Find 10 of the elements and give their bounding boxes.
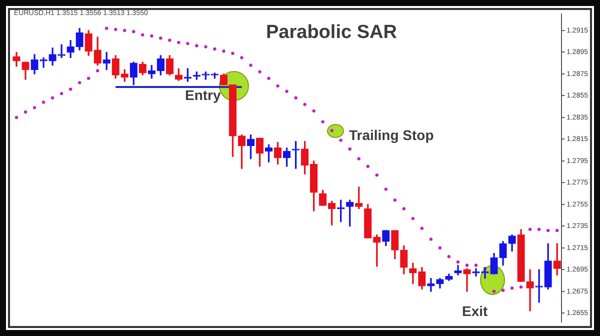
candlestick [409, 262, 417, 284]
candlestick [526, 269, 534, 312]
candlestick [427, 278, 435, 292]
annotation: Trailing Stop [349, 127, 434, 143]
annotation: Entry [185, 87, 221, 103]
candlestick [463, 268, 471, 292]
candlestick [535, 269, 543, 303]
chart-title: Parabolic SAR [266, 22, 397, 44]
annotation: Exit [462, 303, 488, 319]
candlestick [58, 44, 66, 58]
